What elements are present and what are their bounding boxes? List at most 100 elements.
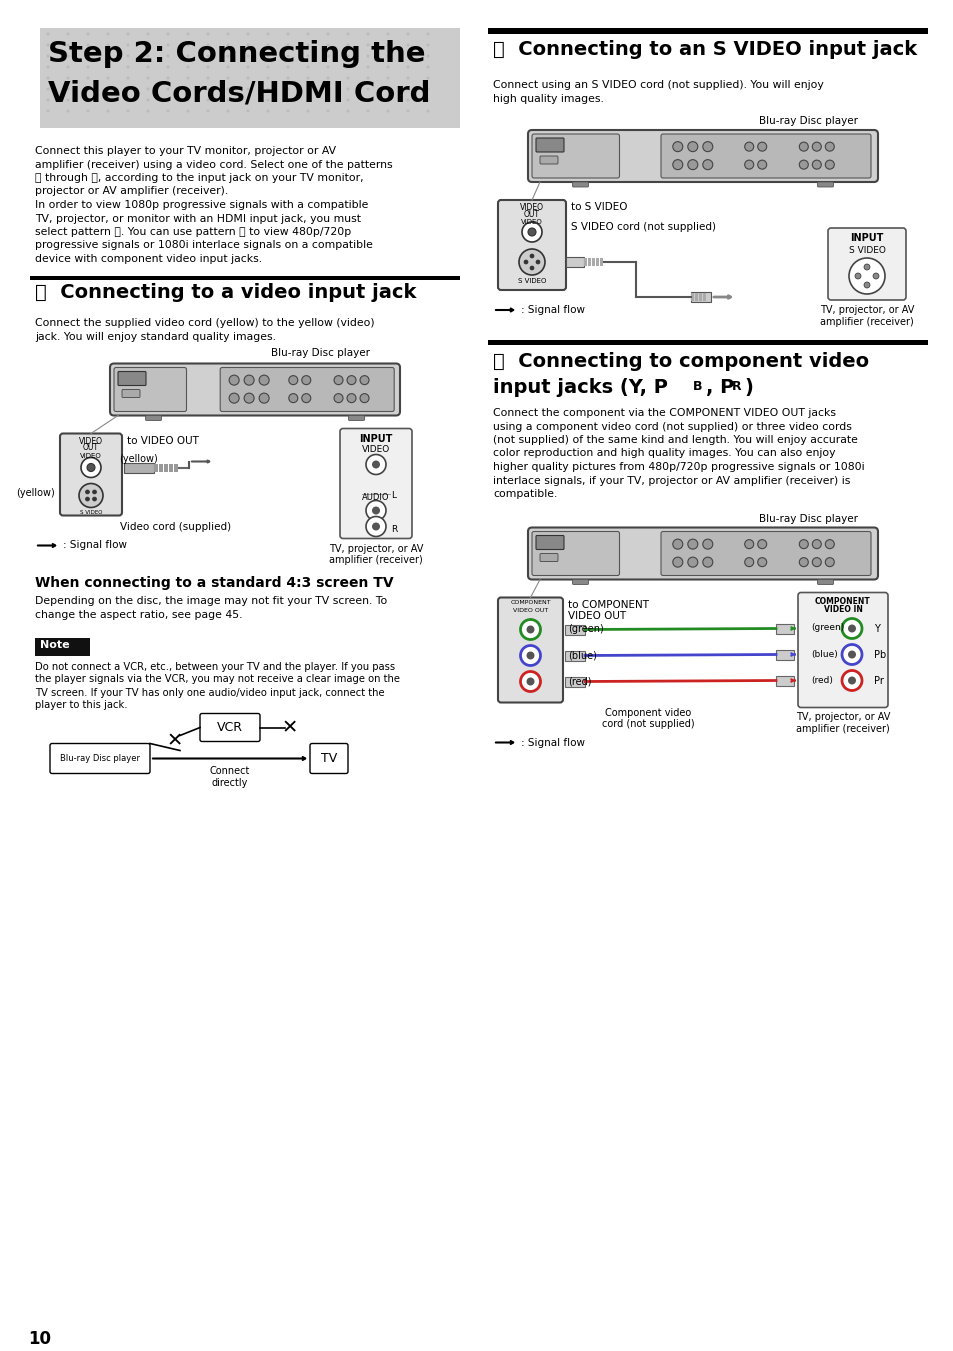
Circle shape (186, 43, 190, 46)
Circle shape (306, 109, 309, 112)
Circle shape (147, 77, 150, 80)
Text: COMPONENT: COMPONENT (510, 600, 550, 605)
Text: high quality images.: high quality images. (493, 95, 603, 104)
FancyBboxPatch shape (660, 531, 870, 576)
Circle shape (406, 99, 409, 101)
Circle shape (87, 109, 90, 112)
Text: Pr: Pr (874, 676, 883, 685)
Bar (564, 677, 584, 686)
FancyBboxPatch shape (572, 580, 588, 585)
Text: (red): (red) (811, 676, 833, 685)
Circle shape (702, 142, 712, 151)
Circle shape (326, 88, 329, 91)
Circle shape (147, 99, 150, 101)
Circle shape (47, 54, 50, 58)
Text: (yellow): (yellow) (16, 489, 55, 499)
Circle shape (266, 54, 269, 58)
Text: the player signals via the VCR, you may not receive a clear image on the: the player signals via the VCR, you may … (35, 674, 399, 685)
Text: input jacks (Y, P: input jacks (Y, P (493, 378, 667, 397)
Circle shape (848, 258, 884, 295)
Circle shape (366, 77, 369, 80)
Text: COMPONENT: COMPONENT (814, 597, 870, 605)
Circle shape (246, 32, 250, 35)
Circle shape (521, 222, 541, 242)
Circle shape (366, 500, 386, 520)
Circle shape (87, 99, 90, 101)
Text: Ⓐ through ⓓ, according to the input jack on your TV monitor,: Ⓐ through ⓓ, according to the input jack… (35, 173, 363, 182)
Text: B: B (692, 380, 701, 393)
Bar (124, 462, 153, 473)
Text: : Signal flow: : Signal flow (520, 738, 584, 747)
Circle shape (854, 273, 861, 280)
Bar (775, 624, 793, 634)
Circle shape (824, 558, 834, 566)
Circle shape (226, 54, 230, 58)
Circle shape (687, 539, 697, 549)
Text: VIDEO: VIDEO (79, 436, 103, 446)
Circle shape (186, 54, 190, 58)
Circle shape (266, 43, 269, 46)
Circle shape (406, 109, 409, 112)
Circle shape (672, 539, 682, 549)
Circle shape (799, 161, 807, 169)
Text: TV, projector, or AV
amplifier (receiver): TV, projector, or AV amplifier (receiver… (819, 305, 913, 327)
Circle shape (266, 88, 269, 91)
Circle shape (334, 376, 343, 385)
Text: When connecting to a standard 4:3 screen TV: When connecting to a standard 4:3 screen… (35, 576, 394, 589)
Circle shape (757, 558, 766, 566)
Circle shape (289, 376, 297, 385)
Circle shape (301, 376, 311, 385)
Circle shape (226, 109, 230, 112)
Circle shape (326, 32, 329, 35)
Circle shape (386, 54, 389, 58)
Circle shape (127, 32, 130, 35)
Bar (695, 293, 698, 301)
Circle shape (147, 65, 150, 69)
Circle shape (186, 32, 190, 35)
Circle shape (306, 32, 309, 35)
Text: TV, projector, or monitor with an HDMI input jack, you must: TV, projector, or monitor with an HDMI i… (35, 213, 360, 223)
Text: player to this jack.: player to this jack. (35, 701, 128, 711)
Text: : Signal flow: : Signal flow (63, 540, 127, 550)
Circle shape (530, 266, 534, 270)
FancyBboxPatch shape (532, 531, 618, 576)
Text: S VIDEO: S VIDEO (847, 246, 884, 255)
Circle shape (811, 161, 821, 169)
Circle shape (386, 109, 389, 112)
Circle shape (244, 376, 253, 385)
Text: Blu-ray Disc player: Blu-ray Disc player (60, 754, 140, 763)
Circle shape (127, 65, 130, 69)
FancyBboxPatch shape (527, 527, 877, 580)
Circle shape (863, 282, 869, 288)
Circle shape (67, 77, 70, 80)
Circle shape (306, 43, 309, 46)
Circle shape (67, 65, 70, 69)
Text: Ⓐ  Connecting to a video input jack: Ⓐ Connecting to a video input jack (35, 284, 416, 303)
Text: projector or AV amplifier (receiver).: projector or AV amplifier (receiver). (35, 186, 228, 196)
Circle shape (226, 99, 230, 101)
Circle shape (259, 376, 269, 385)
Circle shape (406, 65, 409, 69)
Circle shape (286, 54, 289, 58)
Circle shape (67, 88, 70, 91)
Circle shape (536, 259, 539, 263)
Text: Blu-ray Disc player: Blu-ray Disc player (759, 116, 857, 126)
Circle shape (799, 142, 807, 151)
Text: (blue): (blue) (811, 650, 838, 658)
Circle shape (346, 54, 349, 58)
Text: Connect the supplied video cord (yellow) to the yellow (video): Connect the supplied video cord (yellow)… (35, 317, 375, 327)
Bar (564, 650, 584, 661)
Circle shape (847, 650, 855, 658)
Bar (596, 258, 598, 266)
Circle shape (672, 557, 682, 567)
Text: Blu-ray Disc player: Blu-ray Disc player (759, 513, 857, 523)
FancyBboxPatch shape (797, 593, 887, 708)
FancyBboxPatch shape (497, 597, 562, 703)
Text: : Signal flow: : Signal flow (520, 305, 584, 315)
Text: ✕: ✕ (281, 717, 298, 738)
Circle shape (206, 54, 210, 58)
FancyBboxPatch shape (532, 134, 618, 178)
FancyBboxPatch shape (827, 228, 905, 300)
Circle shape (107, 32, 110, 35)
Bar (488, 28, 927, 34)
